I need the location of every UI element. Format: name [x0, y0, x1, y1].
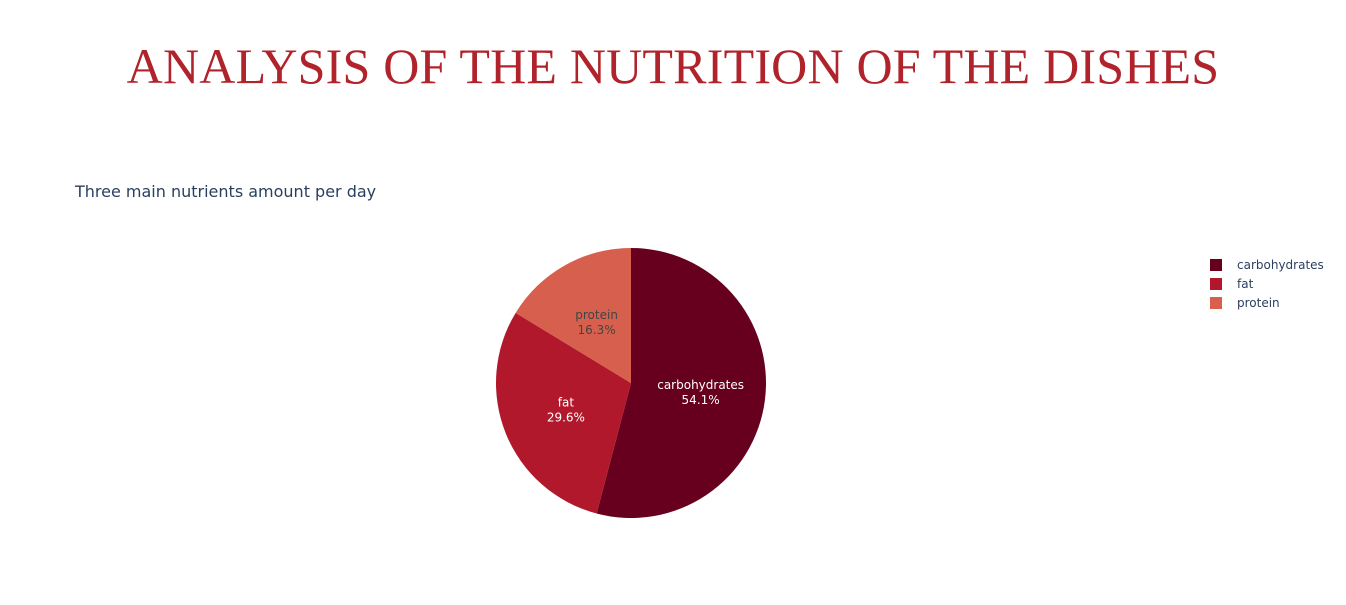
- legend-label-fat: fat: [1237, 276, 1254, 291]
- slice-label-name-fat: fat: [558, 395, 575, 409]
- slice-label-name-protein: protein: [575, 308, 618, 322]
- pie-slice-carbohydrates[interactable]: [596, 248, 766, 518]
- page-title: ANALYSIS OF THE NUTRITION OF THE DISHES: [126, 38, 1220, 94]
- slice-label-percent-fat: 29.6%: [547, 410, 585, 424]
- legend-item-fat[interactable]: fat: [1210, 274, 1324, 293]
- pie-slices: [495, 248, 766, 518]
- pie-labels: carbohydrates 54.1% fat 29.6% protein 16.3%: [547, 308, 744, 424]
- legend-item-protein[interactable]: protein: [1210, 293, 1324, 312]
- pie-slice-fat[interactable]: [495, 312, 631, 514]
- legend: carbohydrates fat protein: [1210, 255, 1324, 312]
- slice-label-name-carbohydrates: carbohydrates: [657, 378, 744, 392]
- pie-slice-protein[interactable]: [515, 248, 631, 383]
- legend-label-protein: protein: [1237, 295, 1280, 310]
- legend-swatch-fat: [1210, 277, 1222, 290]
- legend-swatch-protein: [1210, 296, 1222, 309]
- slice-label-fat: fat 29.6%: [547, 395, 585, 424]
- slice-label-percent-protein: 16.3%: [578, 323, 616, 337]
- legend-swatch-carbohydrates: [1210, 258, 1222, 271]
- legend-label-carbohydrates: carbohydrates: [1237, 257, 1324, 272]
- slice-label-protein: protein 16.3%: [575, 308, 618, 337]
- legend-item-carbohydrates[interactable]: carbohydrates: [1210, 255, 1324, 274]
- slice-label-percent-carbohydrates: 54.1%: [682, 393, 720, 407]
- slice-label-carbohydrates: carbohydrates 54.1%: [657, 378, 744, 407]
- chart-title: Three main nutrients amount per day: [75, 182, 377, 201]
